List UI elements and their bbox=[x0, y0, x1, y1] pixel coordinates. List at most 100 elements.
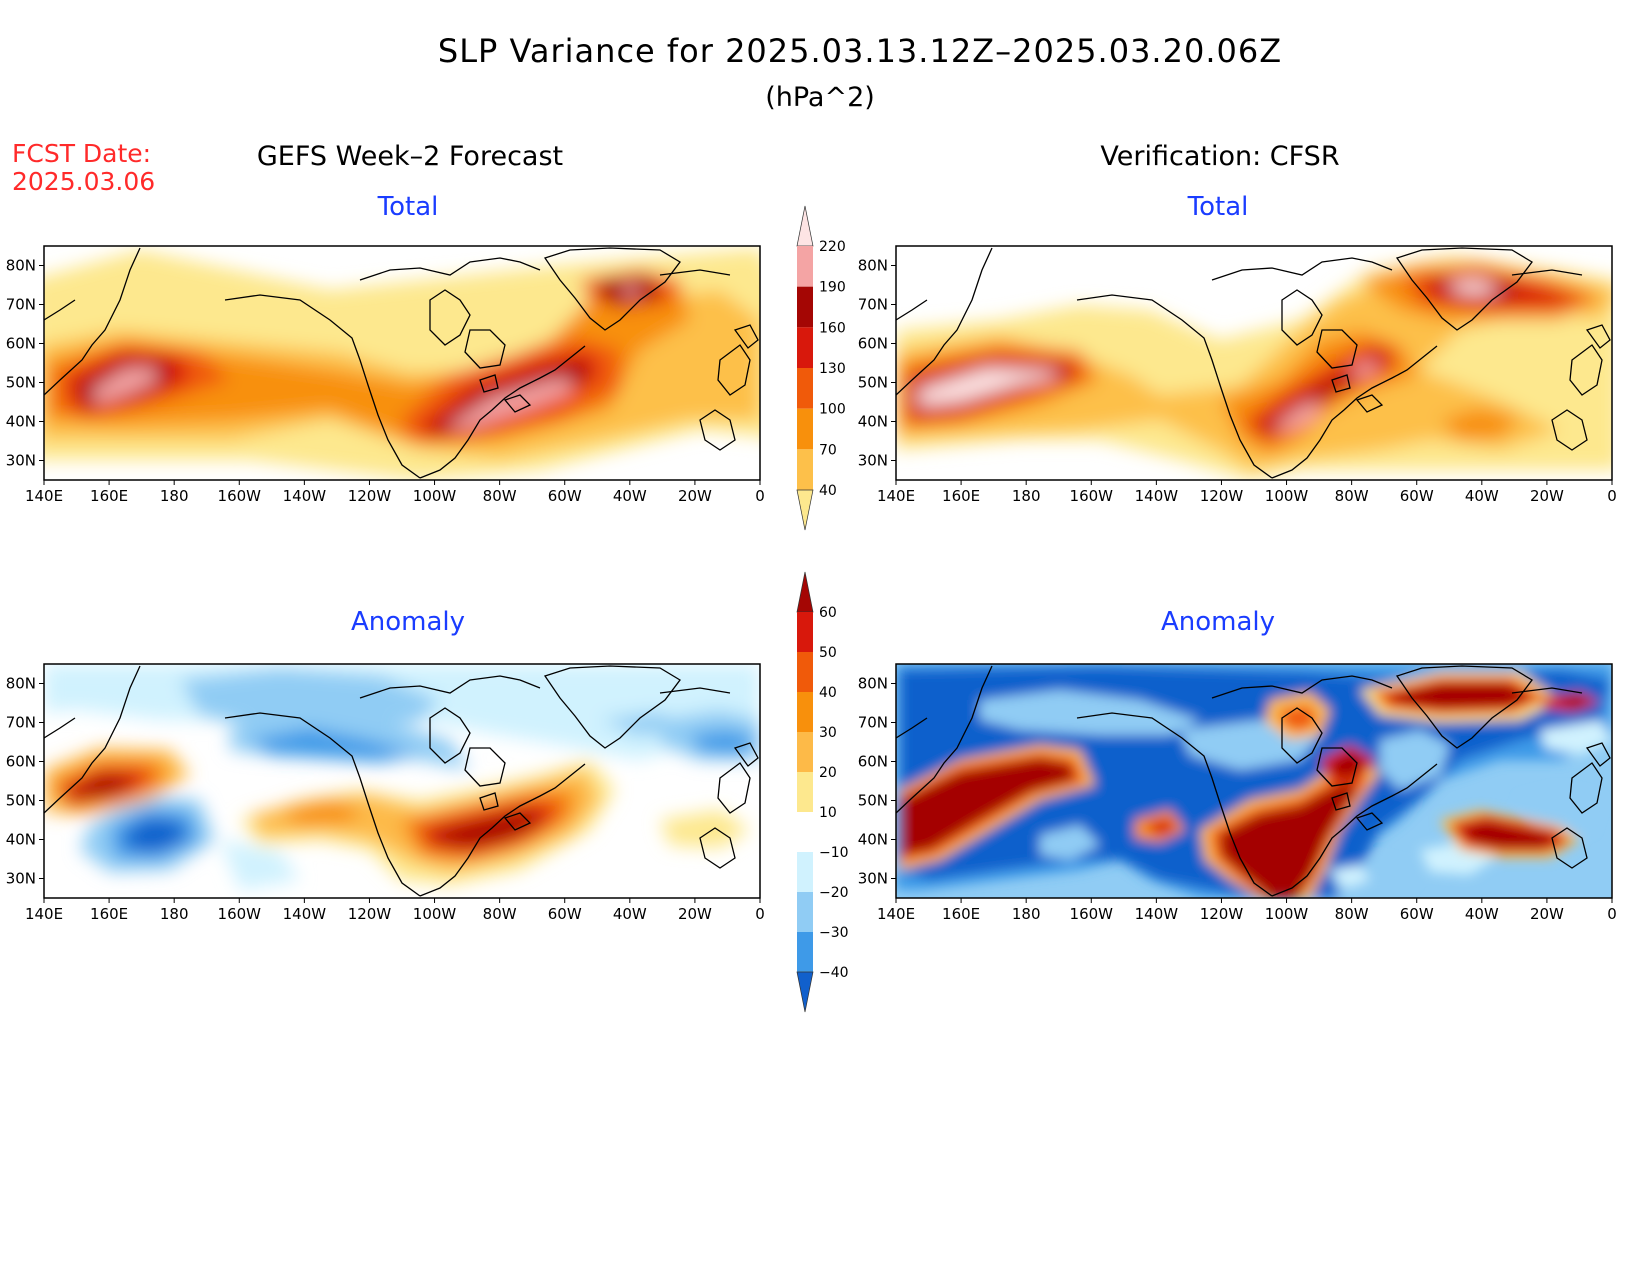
lon-tick-label: 160E bbox=[90, 905, 128, 923]
lat-tick-label: 60N bbox=[6, 753, 36, 771]
lat-tick-label: 40N bbox=[6, 831, 36, 849]
lat-tick-label: 40N bbox=[858, 413, 888, 431]
lat-tick-label: 30N bbox=[858, 452, 888, 470]
fcst-date-label: FCST Date: bbox=[12, 139, 151, 168]
forecast-total-coastlines bbox=[44, 247, 759, 479]
lon-tick-label: 160W bbox=[1070, 905, 1114, 923]
lat-tick-label: 50N bbox=[858, 792, 888, 810]
colorbar-segment bbox=[797, 932, 813, 972]
lon-tick-label: 60W bbox=[548, 487, 582, 505]
verification-total-coastlines bbox=[896, 247, 1611, 479]
lon-tick-label: 160W bbox=[218, 905, 262, 923]
colorbar-segment bbox=[797, 732, 813, 772]
lon-tick-label: 160W bbox=[1070, 487, 1114, 505]
colorbar-top-arrow bbox=[796, 205, 814, 247]
lat-tick-label: 70N bbox=[858, 296, 888, 314]
lon-tick-label: 80W bbox=[1335, 905, 1369, 923]
lat-tick-label: 70N bbox=[6, 296, 36, 314]
lon-tick-label: 120W bbox=[348, 487, 392, 505]
fcst-date-value: 2025.03.06 bbox=[12, 167, 155, 196]
verification-anomaly-coastlines bbox=[896, 665, 1611, 897]
colorbar-total: 220 190 160 130 100 70 40 bbox=[796, 205, 846, 531]
colorbar-label: −30 bbox=[819, 925, 849, 941]
colorbar-label: 30 bbox=[819, 725, 837, 741]
lon-tick-label: 100W bbox=[1265, 905, 1309, 923]
colorbar-label: −40 bbox=[819, 965, 849, 981]
forecast-total-axes: 140E 160E 180 160W 140W 120W 100W 80W 60W 40W 20W 0… bbox=[6, 257, 765, 506]
lon-tick-label: 0 bbox=[755, 905, 765, 923]
forecast-anomaly-coastlines bbox=[44, 665, 759, 897]
lon-tick-label: 100W bbox=[413, 487, 457, 505]
panel-title-bottom-right: Anomaly bbox=[1161, 607, 1275, 637]
forecast-anomaly-axes: 140E 160E 180 160W 140W 120W 100W 80W 60W 40W 20W 0… bbox=[6, 675, 765, 924]
colorbar-bottom-arrow bbox=[796, 489, 814, 531]
lon-tick-label: 140E bbox=[877, 487, 915, 505]
verification-anomaly-axes: 140E 160E 180 160W 140W 120W 100W 80W 60W 40W 20W 0… bbox=[858, 675, 1617, 924]
lat-tick-label: 40N bbox=[6, 413, 36, 431]
colorbar-label: 190 bbox=[819, 280, 846, 296]
lon-tick-label: 60W bbox=[1400, 487, 1434, 505]
map-panel-forecast-total: 140E 160E 180 160W 140W 120W 100W 80W 60W 40W 20W 0… bbox=[6, 245, 765, 506]
map-panel-forecast-anomaly: 140E 160E 180 160W 140W 120W 100W 80W 60W 40W 20W 0… bbox=[6, 663, 765, 924]
lon-tick-label: 140W bbox=[283, 487, 327, 505]
panel-title-top-left: Total bbox=[377, 192, 439, 222]
figure-title: SLP Variance for 2025.03.13.12Z–2025.03.… bbox=[438, 32, 1282, 70]
left-column-title: GEFS Week–2 Forecast bbox=[257, 141, 563, 172]
lon-tick-label: 120W bbox=[1200, 487, 1244, 505]
map-panel-verification-total: 140E 160E 180 160W 140W 120W 100W 80W 60W 40W 20W 0… bbox=[858, 245, 1617, 506]
lon-tick-label: 20W bbox=[1530, 487, 1564, 505]
lat-tick-label: 80N bbox=[6, 675, 36, 693]
map-panel-verification-anomaly: 140E 160E 180 160W 140W 120W 100W 80W 60W 40W 20W 0… bbox=[858, 663, 1617, 924]
colorbar-label: 60 bbox=[819, 605, 837, 621]
lat-tick-label: 30N bbox=[6, 870, 36, 888]
lon-tick-label: 160W bbox=[218, 487, 262, 505]
colorbar-label: 10 bbox=[819, 805, 837, 821]
lon-tick-label: 100W bbox=[1265, 487, 1309, 505]
lat-tick-label: 50N bbox=[858, 374, 888, 392]
lon-tick-label: 160E bbox=[90, 487, 128, 505]
lat-tick-label: 50N bbox=[6, 792, 36, 810]
panel-title-bottom-left: Anomaly bbox=[351, 607, 465, 637]
colorbar-label: 130 bbox=[819, 361, 846, 377]
lon-tick-label: 40W bbox=[1465, 487, 1499, 505]
lon-tick-label: 140W bbox=[1135, 487, 1179, 505]
lat-tick-label: 80N bbox=[858, 257, 888, 275]
lat-tick-label: 30N bbox=[858, 870, 888, 888]
lon-tick-label: 180 bbox=[160, 487, 189, 505]
lon-tick-label: 20W bbox=[678, 487, 712, 505]
lat-tick-label: 30N bbox=[6, 452, 36, 470]
colorbar-label: 160 bbox=[819, 320, 846, 336]
lon-tick-label: 140E bbox=[25, 487, 63, 505]
lon-tick-label: 0 bbox=[755, 487, 765, 505]
colorbar-segment bbox=[797, 246, 813, 287]
lon-tick-label: 160E bbox=[942, 905, 980, 923]
lat-tick-label: 60N bbox=[858, 753, 888, 771]
lon-tick-label: 40W bbox=[1465, 905, 1499, 923]
lat-tick-label: 70N bbox=[858, 714, 888, 732]
lon-tick-label: 40W bbox=[613, 905, 647, 923]
lon-tick-label: 40W bbox=[613, 487, 647, 505]
lon-tick-label: 0 bbox=[1607, 905, 1617, 923]
colorbar-segment bbox=[797, 612, 813, 652]
lon-tick-label: 140E bbox=[877, 905, 915, 923]
colorbar-label: 20 bbox=[819, 765, 837, 781]
lon-tick-label: 100W bbox=[413, 905, 457, 923]
panel-title-top-right: Total bbox=[1187, 192, 1249, 222]
colorbar-anomaly: 60 50 40 30 20 10 −10 −20 −30 −40 bbox=[796, 571, 849, 1013]
lat-tick-label: 50N bbox=[6, 374, 36, 392]
lat-tick-label: 80N bbox=[858, 675, 888, 693]
verification-total-axes: 140E 160E 180 160W 140W 120W 100W 80W 60W 40W 20W 0… bbox=[858, 257, 1617, 506]
colorbar-label: 220 bbox=[819, 239, 846, 255]
colorbar-segment bbox=[797, 812, 813, 852]
figure-units: (hPa^2) bbox=[765, 82, 875, 113]
colorbar-segment bbox=[797, 892, 813, 932]
colorbar-segment bbox=[797, 368, 813, 409]
colorbar-label: 40 bbox=[819, 685, 837, 701]
colorbar-segment bbox=[797, 449, 813, 490]
lon-tick-label: 140W bbox=[1135, 905, 1179, 923]
verification-total-shading bbox=[896, 255, 1612, 480]
colorbar-segment bbox=[797, 692, 813, 732]
colorbar-label: 100 bbox=[819, 402, 846, 418]
lon-tick-label: 80W bbox=[483, 905, 517, 923]
